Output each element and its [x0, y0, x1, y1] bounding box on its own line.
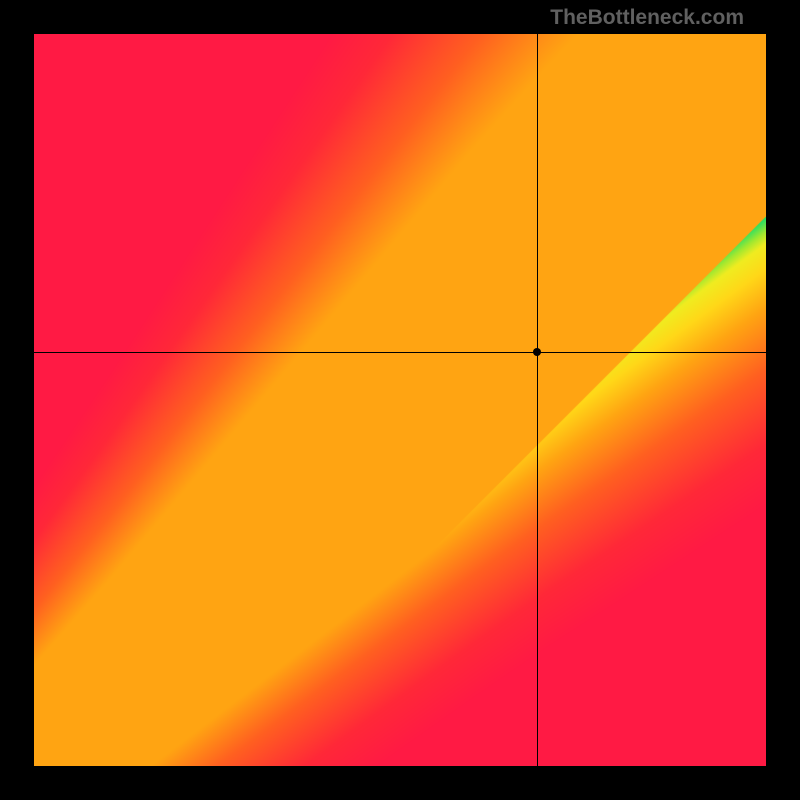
- watermark-text: TheBottleneck.com: [550, 6, 744, 30]
- crosshair-vertical: [537, 34, 538, 766]
- heatmap-canvas: [34, 34, 766, 766]
- crosshair-point: [533, 348, 541, 356]
- crosshair-horizontal: [34, 352, 766, 353]
- heatmap-plot: [34, 34, 766, 766]
